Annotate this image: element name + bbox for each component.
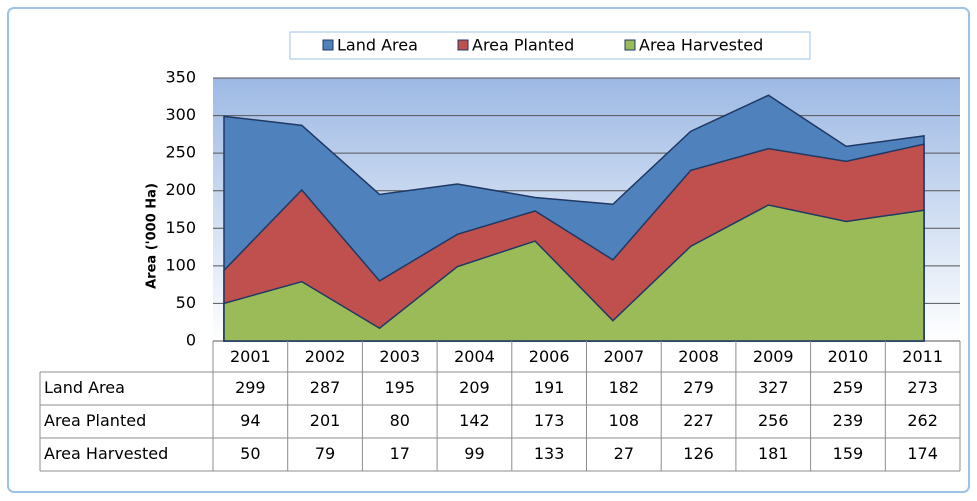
table-cell: 27: [614, 444, 634, 463]
y-tick-label: 150: [165, 218, 196, 237]
y-tick-label: 0: [186, 331, 196, 350]
table-cell: 299: [235, 378, 266, 397]
table-cell: 108: [609, 411, 640, 430]
x-tick-label: 2011: [902, 347, 943, 366]
table-cell: 133: [534, 444, 565, 463]
table-cell: 327: [758, 378, 789, 397]
table-cell: 259: [833, 378, 864, 397]
table-cell: 80: [390, 411, 410, 430]
table-cell: 209: [459, 378, 490, 397]
table-row-label: Area Planted: [44, 411, 146, 430]
table-cell: 227: [683, 411, 714, 430]
y-tick-label: 300: [165, 105, 196, 124]
y-tick-label: 350: [165, 68, 196, 87]
table-cell: 173: [534, 411, 565, 430]
x-tick-label: 2006: [529, 347, 570, 366]
x-tick-label: 2010: [828, 347, 869, 366]
table-cell: 191: [534, 378, 565, 397]
table-cell: 273: [907, 378, 938, 397]
area: [223, 204, 925, 342]
table-cell: 99: [464, 444, 484, 463]
table-cell: 126: [683, 444, 714, 463]
table-row-label: Land Area: [44, 378, 125, 397]
legend-swatch: [322, 39, 334, 51]
table-cell: 201: [310, 411, 341, 430]
legend-swatch: [624, 39, 636, 51]
table-cell: 256: [758, 411, 789, 430]
table-cell: 181: [758, 444, 789, 463]
table-cell: 159: [833, 444, 864, 463]
y-tick-label: 200: [165, 180, 196, 199]
table-cell: 174: [907, 444, 938, 463]
table-cell: 94: [240, 411, 260, 430]
x-tick-label: 2007: [603, 347, 644, 366]
x-tick-label: 2002: [305, 347, 346, 366]
legend-swatch: [457, 39, 469, 51]
table-cell: 279: [683, 378, 714, 397]
legend-label: Area Planted: [472, 36, 574, 55]
y-tick-label: 50: [176, 293, 196, 312]
table-cell: 142: [459, 411, 490, 430]
table-cell: 50: [240, 444, 260, 463]
table-cell: 262: [907, 411, 938, 430]
table-cell: 182: [609, 378, 640, 397]
table-cell: 79: [315, 444, 335, 463]
table-cell: 195: [384, 378, 415, 397]
legend-label: Land Area: [337, 36, 418, 55]
table-cell: 17: [390, 444, 410, 463]
y-tick-label: 250: [165, 143, 196, 162]
x-tick-label: 2003: [379, 347, 420, 366]
table-row-label: Area Harvested: [44, 444, 168, 463]
x-tick-label: 2001: [230, 347, 271, 366]
legend-box: [289, 31, 811, 60]
y-tick-label: 100: [165, 255, 196, 274]
x-tick-label: 2008: [678, 347, 719, 366]
legend-label: Area Harvested: [639, 36, 763, 55]
table-cell: 239: [833, 411, 864, 430]
y-axis-label: Area ('000 Ha): [145, 183, 160, 289]
x-tick-label: 2009: [753, 347, 794, 366]
x-tick-label: 2004: [454, 347, 495, 366]
table-cell: 287: [310, 378, 341, 397]
